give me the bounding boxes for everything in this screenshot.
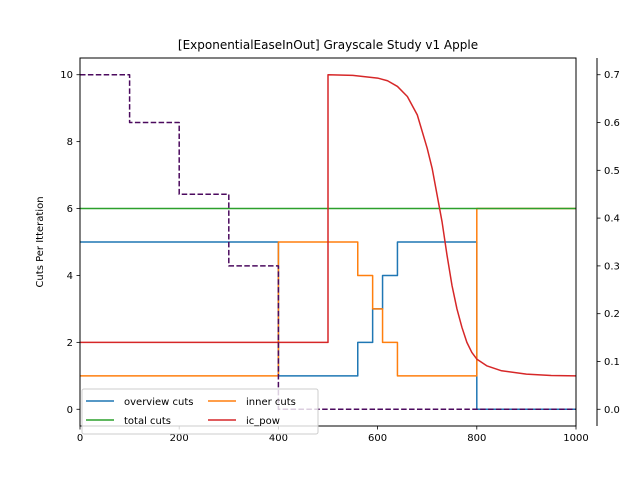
y2-tick-label: 0.6	[604, 118, 620, 129]
plot-frame	[79, 57, 577, 427]
y2-tick-label: 0.0	[604, 405, 620, 416]
y-tick-label: 0	[67, 405, 73, 416]
x-tick-label: 400	[269, 433, 288, 444]
y2-tick-label: 0.5	[604, 166, 620, 177]
chart-title: [ExponentialEaseInOut] Grayscale Study v…	[178, 38, 478, 52]
legend-label-ic-pow: ic_pow	[246, 416, 280, 427]
y2-tick-label: 0.2	[604, 309, 620, 320]
x-tick-label: 0	[77, 433, 83, 444]
x-ticks: 0 200 400 600 800 1000	[77, 426, 589, 444]
x-tick-label: 600	[368, 433, 387, 444]
legend: overview cuts inner cuts total cuts ic_pow	[81, 388, 319, 435]
y2-tick-label: 0.7	[604, 70, 620, 81]
y2-ticks: 0.0 0.1 0.2 0.3 0.4 0.5 0.6 0.7	[597, 70, 620, 416]
x-tick-label: 800	[467, 433, 486, 444]
x-tick-label: 200	[170, 433, 189, 444]
series-line-ic-pow	[80, 73, 577, 377]
y2-tick-label: 0.1	[604, 357, 620, 368]
series-line-inner-cuts	[80, 207, 576, 377]
legend-box	[81, 388, 319, 435]
y-tick-label: 10	[60, 70, 73, 81]
plot-lines	[80, 73, 577, 411]
y-tick-label: 4	[67, 271, 73, 282]
y-axis-label: Cuts Per Itteration	[35, 196, 46, 287]
series-line-right-axis-4	[80, 73, 576, 411]
y-tick-label: 6	[67, 204, 73, 215]
legend-label-inner-cuts: inner cuts	[246, 397, 296, 408]
y2-tick-label: 0.4	[604, 214, 620, 225]
legend-label-total-cuts: total cuts	[124, 416, 171, 427]
x-tick-label: 1000	[563, 433, 588, 444]
y-tick-label: 8	[67, 137, 73, 148]
y2-tick-label: 0.3	[604, 261, 620, 272]
legend-label-overview-cuts: overview cuts	[124, 397, 193, 408]
y-ticks: 0 2 4 6 8 10	[60, 70, 80, 416]
y-tick-label: 2	[67, 338, 73, 349]
